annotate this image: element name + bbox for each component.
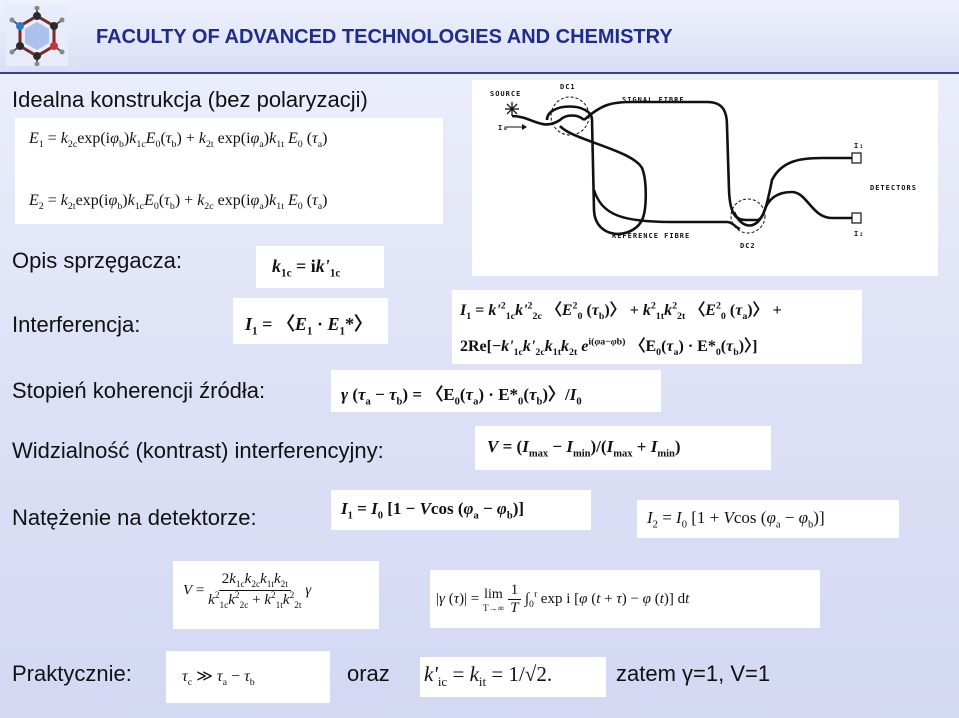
- detector-2-label: I₂: [854, 230, 864, 238]
- field-equations-box: E1 = k2cexp(iφb)k1cE0(τb) + k2t exp(iφa)…: [15, 118, 443, 224]
- coupler-label: Opis sprzęgacza:: [12, 248, 182, 273]
- visibility-coefficient-equation: V = 2k1ck2ck1tk2t k21ck22c + k21tk22t γ: [183, 571, 312, 611]
- header-divider: [0, 72, 959, 74]
- dc1-label: DC1: [560, 83, 576, 91]
- organization-title: FACULTY OF ADVANCED TECHNOLOGIES AND CHE…: [96, 26, 673, 48]
- interference-equation-box: I1 = 〈E1 · E1*〉: [233, 298, 388, 344]
- dc2-coupler: [730, 198, 766, 234]
- coupling-ratio-box: k'ic = kit = 1/√2.: [420, 657, 606, 697]
- detectors-label: DETECTORS: [870, 184, 917, 192]
- detector-2-icon: [851, 212, 862, 224]
- coherence-time-box: τc ≫ τa − τb: [166, 651, 330, 703]
- visibility-equation-box: V = (Imax − Imin)/(Imax + Imin): [475, 426, 771, 470]
- e2-equation: E2 = k2texp(iφb)k1cE0(τb) + k2c exp(iφa)…: [29, 192, 328, 213]
- interference-expansion-line1: I1 = k'21ck'22c 〈E20 (τb)〉 + k21tk22t 〈E…: [460, 300, 782, 323]
- interference-label: Interferencja:: [12, 312, 141, 337]
- conclusion-text: zatem γ=1, V=1: [616, 661, 771, 686]
- practically-label: Praktycznie:: [12, 661, 132, 686]
- coherence-equation: γ (τa − τb) = 〈E0(τa) · E*0(τb)〉/I0: [341, 385, 582, 408]
- section-title: Idealna konstrukcja (bez polaryzacji): [12, 87, 368, 112]
- visibility-label: Widzialność (kontrast) interferencyjny:: [12, 438, 384, 463]
- interference-expansion-box: I1 = k'21ck'22c 〈E20 (τb)〉 + k21tk22t 〈E…: [452, 290, 862, 364]
- detector2-intensity-equation: I2 = I0 [1 + Vcos (φa − φb)]: [647, 508, 825, 531]
- visibility-equation: V = (Imax − Imin)/(Imax + Imin): [487, 437, 681, 460]
- input-intensity-label: I₀: [498, 124, 508, 132]
- coupler-equation: k1c = ik'1c: [272, 256, 341, 280]
- signal-fibre-label: SIGNAL FIBRE: [622, 96, 685, 104]
- visibility-coefficient-box: V = 2k1ck2ck1tk2t k21ck22c + k21tk22t γ: [173, 561, 379, 629]
- dc2-label: DC2: [740, 242, 756, 250]
- source-label: SOURCE: [490, 90, 521, 98]
- header-bar: [0, 0, 959, 74]
- and-label: oraz: [347, 661, 390, 686]
- coherence-label: Stopień koherencji źródła:: [12, 378, 266, 403]
- interferometer-diagram: SOURCE I₀ DC1 SIGNAL FIBRE D: [472, 80, 938, 276]
- source-star-icon: [505, 102, 519, 116]
- molecule-logo-icon: [6, 6, 68, 66]
- detector1-intensity-box: I1 = I0 [1 − Vcos (φa − φb)]: [331, 490, 591, 530]
- intensity-label: Natężenie na detektorze:: [12, 505, 257, 530]
- coupling-ratio-equation: k'ic = kit = 1/√2.: [424, 662, 553, 690]
- interference-equation: I1 = 〈E1 · E1*〉: [245, 314, 373, 338]
- detector-1-icon: [851, 152, 862, 164]
- interference-expansion-line2: 2Re[−k'1ck'2ck1tk2t ei(φa−φb) 〈E0(τa) · …: [460, 336, 758, 359]
- e1-equation: E1 = k2cexp(iφb)k1cE0(τb) + k2t exp(iφa)…: [29, 130, 328, 151]
- coupler-equation-box: k1c = ik'1c: [256, 246, 384, 288]
- reference-fibre-label: REFERENCE FIBRE: [612, 232, 690, 240]
- coherence-equation-box: γ (τa − τb) = 〈E0(τa) · E*0(τb)〉/I0: [331, 370, 661, 412]
- coherence-time-condition: τc ≫ τa − τb: [182, 668, 255, 689]
- detector2-intensity-box: I2 = I0 [1 + Vcos (φa − φb)]: [637, 500, 899, 538]
- detector1-intensity-equation: I1 = I0 [1 − Vcos (φa − φb)]: [341, 499, 525, 522]
- detector-1-label: I₁: [854, 142, 864, 150]
